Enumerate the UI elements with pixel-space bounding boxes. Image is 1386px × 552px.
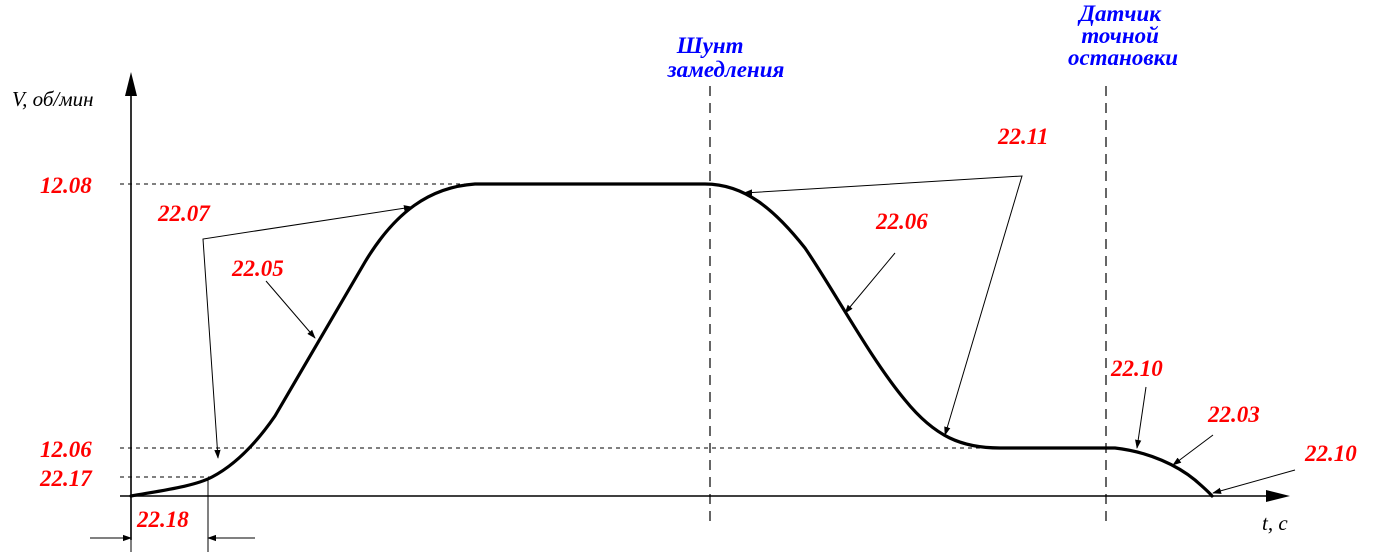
x-axis-arrow-icon xyxy=(1266,490,1290,502)
start-level-label: 22.17 xyxy=(39,466,93,491)
speed-curve xyxy=(129,182,1214,498)
leader-22-03 xyxy=(1172,434,1214,466)
param-label-22-10-start: 22.10 xyxy=(1110,356,1163,381)
lower-level-label: 12.06 xyxy=(40,437,92,462)
leader-22-06 xyxy=(844,252,896,314)
y-axis-arrow-icon xyxy=(125,72,137,96)
slowdown-shunt-line-1: Шунт xyxy=(676,33,744,58)
y-axis-label: V, об/мин xyxy=(12,87,94,111)
upper-level-label: 12.08 xyxy=(40,173,92,198)
slowdown-shunt-caption: Шунт замедления xyxy=(667,33,785,82)
stop-sensor-line-3: остановки xyxy=(1068,45,1178,70)
stop-sensor-caption: Датчик точной остановки xyxy=(1068,1,1178,70)
slowdown-shunt-line-2: замедления xyxy=(667,57,785,82)
param-label-22-10-end: 22.10 xyxy=(1304,441,1357,466)
param-label-22-03: 22.03 xyxy=(1207,402,1260,427)
leader-22-10-a xyxy=(1135,386,1147,449)
leader-22-10-b xyxy=(1212,469,1296,494)
param-label-22-05: 22.05 xyxy=(231,256,284,281)
leader-22-05 xyxy=(265,280,316,339)
param-label-22-18: 22.18 xyxy=(136,507,189,532)
stop-sensor-line-2: точной xyxy=(1081,23,1159,48)
param-label-22-06: 22.06 xyxy=(875,209,928,234)
stop-sensor-line-1: Датчик xyxy=(1077,1,1162,26)
param-label-22-07: 22.07 xyxy=(157,201,211,226)
leader-22-07 xyxy=(202,205,413,459)
leader-22-11 xyxy=(743,175,1023,436)
param-label-22-11: 22.11 xyxy=(997,124,1048,149)
x-axis-label: t, с xyxy=(1262,511,1288,535)
